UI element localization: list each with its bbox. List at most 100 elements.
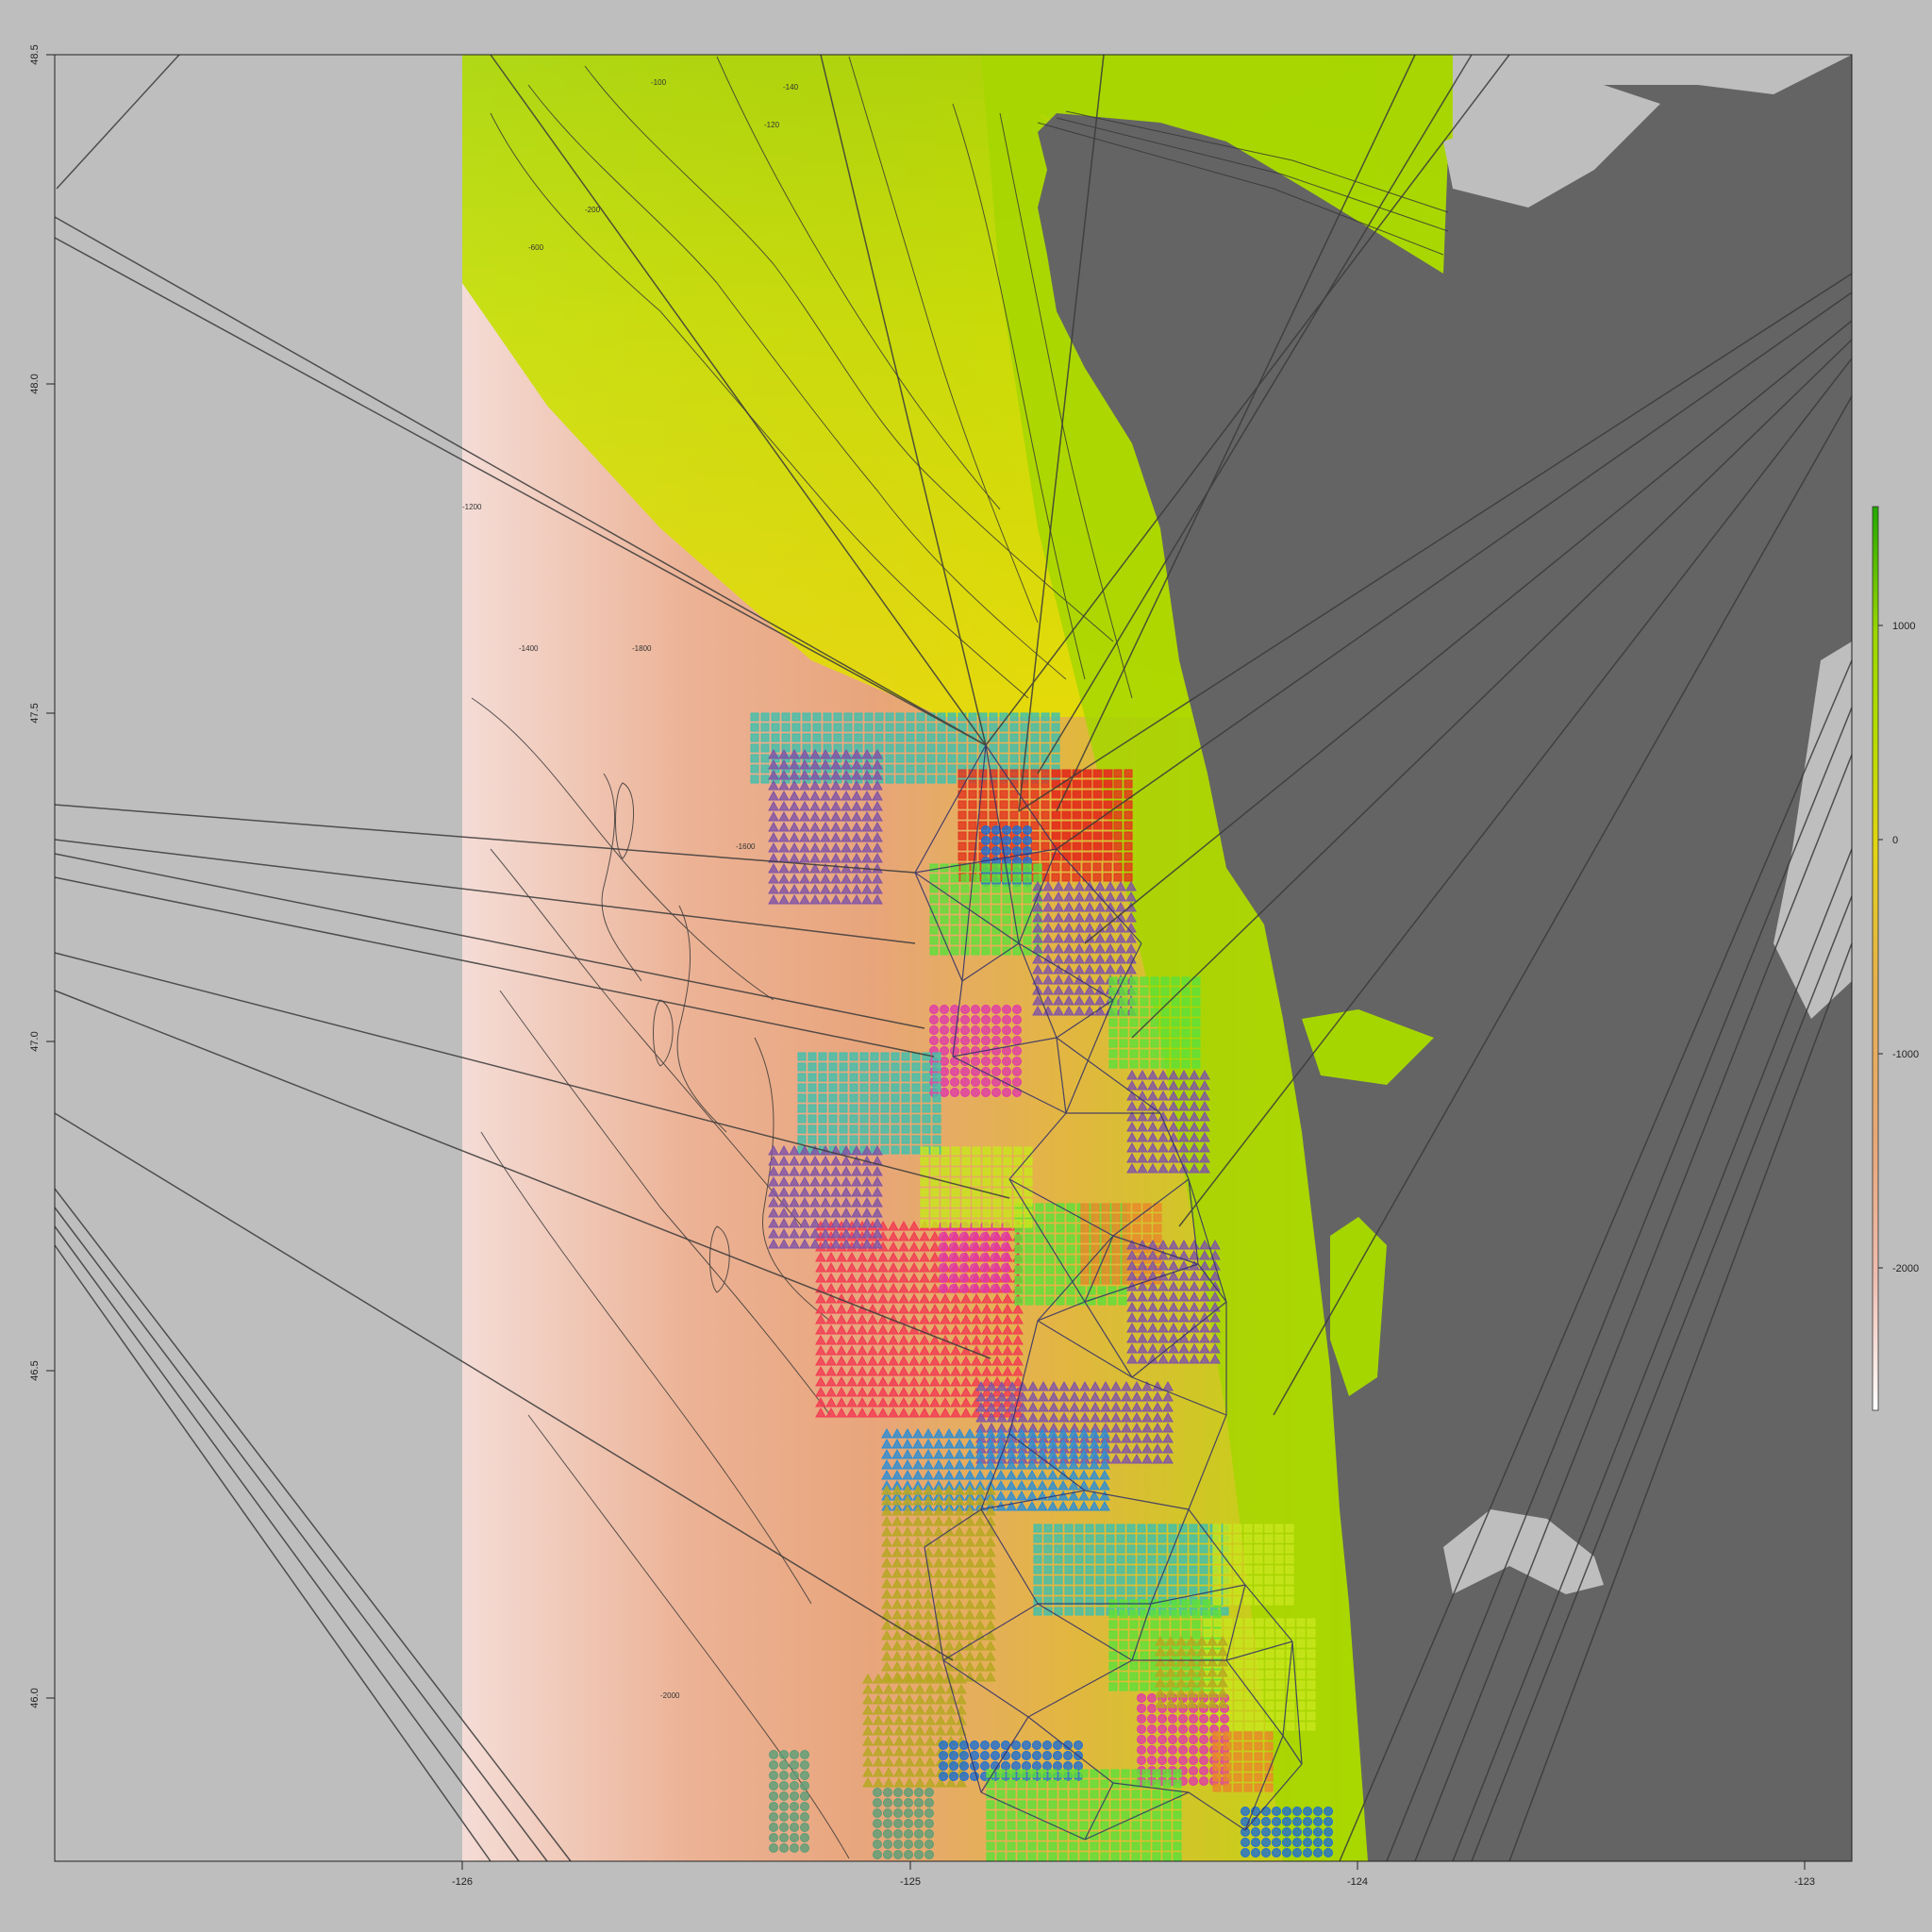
survey-symbol [778, 1165, 790, 1176]
survey-symbol [959, 1284, 969, 1293]
survey-symbol [991, 874, 1001, 883]
survey-symbol [891, 1124, 900, 1134]
survey-symbol [1223, 1534, 1232, 1543]
survey-symbol [898, 1282, 909, 1293]
contour-label: -1400 [519, 644, 539, 653]
survey-symbol [1155, 1676, 1166, 1688]
survey-symbol [1189, 1766, 1198, 1775]
survey-symbol [940, 1375, 951, 1387]
survey-symbol [1009, 733, 1019, 742]
survey-symbol [859, 1052, 869, 1061]
survey-symbol [1079, 1769, 1089, 1778]
survey-symbol [901, 1145, 910, 1155]
survey-symbol [1186, 1645, 1197, 1657]
survey-symbol [1030, 723, 1040, 732]
survey-symbol [1137, 1544, 1146, 1554]
survey-symbol [1196, 1645, 1208, 1657]
survey-symbol [950, 1324, 961, 1335]
survey-symbol [1155, 1697, 1166, 1708]
survey-symbol [902, 1608, 913, 1620]
survey-symbol [991, 1057, 1001, 1066]
survey-symbol [898, 1261, 909, 1273]
survey-symbol [1212, 1609, 1222, 1619]
survey-symbol [891, 1469, 903, 1480]
survey-symbol [1303, 1827, 1312, 1837]
survey-symbol [1285, 1534, 1294, 1543]
survey-symbol [893, 1756, 905, 1767]
survey-symbol [999, 769, 1008, 778]
survey-symbol [851, 1155, 862, 1166]
survey-symbol [1030, 841, 1040, 851]
survey-symbol [1002, 925, 1011, 935]
survey-symbol [974, 1448, 986, 1459]
survey-symbol [1234, 1701, 1243, 1710]
survey-symbol [912, 1448, 924, 1459]
survey-symbol [1045, 1224, 1055, 1233]
survey-symbol [939, 1263, 948, 1273]
survey-symbol [991, 1263, 1000, 1273]
survey-symbol [1307, 1670, 1316, 1679]
survey-symbol [1160, 987, 1170, 996]
survey-symbol [1113, 790, 1123, 799]
survey-symbol [1131, 1790, 1141, 1799]
survey-symbol [1212, 1741, 1222, 1751]
survey-symbol [771, 723, 780, 732]
survey-symbol [1083, 800, 1092, 809]
survey-symbol [815, 1334, 826, 1345]
survey-symbol [1189, 1565, 1198, 1574]
survey-symbol [851, 1144, 862, 1156]
survey-symbol [1168, 1575, 1177, 1585]
survey-symbol [1100, 1790, 1109, 1799]
survey-symbol [846, 1324, 858, 1335]
survey-symbol [797, 1093, 807, 1103]
survey-symbol [912, 1484, 924, 1495]
survey-symbol [1016, 1490, 1027, 1501]
track-line [54, 1112, 954, 1661]
survey-symbol [1056, 1244, 1065, 1254]
survey-symbol [859, 1114, 869, 1124]
survey-symbol [981, 1292, 992, 1304]
survey-symbol [1158, 1714, 1167, 1724]
survey-symbol [970, 1232, 979, 1241]
survey-symbol [1027, 1411, 1039, 1423]
survey-symbol [1158, 1534, 1167, 1543]
survey-symbol [923, 1619, 934, 1630]
survey-symbol [881, 1567, 892, 1578]
survey-symbol [996, 1852, 1006, 1861]
survey-symbol [880, 1124, 890, 1134]
survey-symbol [929, 1386, 941, 1397]
survey-symbol [1140, 1651, 1149, 1660]
survey-symbol [825, 1282, 837, 1293]
survey-symbol [999, 754, 1008, 763]
survey-symbol [891, 1083, 900, 1092]
survey-symbol [1158, 1311, 1169, 1323]
survey-symbol [1168, 1735, 1177, 1744]
survey-symbol [1191, 997, 1201, 1007]
survey-symbol [971, 1334, 982, 1345]
survey-symbol [846, 1313, 858, 1324]
survey-symbol [1035, 1296, 1044, 1306]
survey-symbol [958, 821, 967, 830]
survey-symbol [867, 1344, 878, 1356]
survey-symbol [1209, 1342, 1221, 1354]
survey-symbol [1254, 1752, 1263, 1761]
survey-symbol [991, 1077, 1001, 1087]
mesh-line [1188, 1508, 1246, 1586]
survey-symbol [1062, 769, 1072, 778]
survey-symbol [923, 1438, 934, 1449]
contour-label: -600 [528, 243, 544, 252]
survey-symbol [1254, 1575, 1263, 1585]
survey-symbol [991, 1253, 1000, 1262]
survey-symbol [1063, 942, 1074, 954]
survey-symbol [964, 1427, 975, 1439]
survey-symbol [970, 1274, 979, 1283]
survey-symbol [1012, 1015, 1022, 1024]
survey-symbol [859, 1083, 869, 1092]
survey-symbol [1121, 1422, 1132, 1433]
survey-symbol [985, 1458, 996, 1470]
survey-symbol [898, 1355, 909, 1366]
survey-symbol [830, 1207, 841, 1218]
survey-symbol [1084, 891, 1095, 902]
survey-symbol [885, 743, 894, 753]
survey-symbol [959, 1751, 969, 1760]
